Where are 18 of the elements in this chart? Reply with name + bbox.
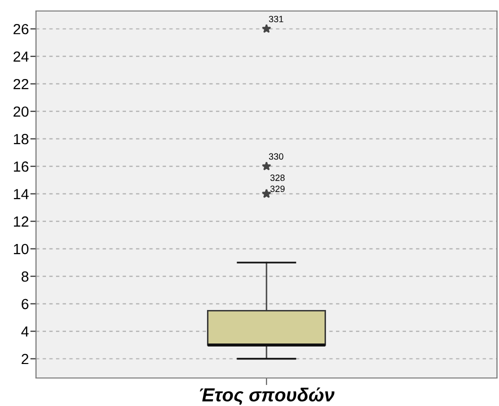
- y-tick-label: 22: [14, 78, 28, 90]
- y-tick-label: 6: [22, 298, 28, 310]
- annotation: 330: [268, 153, 284, 160]
- y-tick-label: 14: [14, 189, 29, 200]
- y-tick-label: 10: [14, 244, 28, 254]
- annotation: 328: [270, 174, 285, 181]
- y-tick-label: 16: [14, 161, 28, 172]
- y-tick-label: 24: [14, 51, 29, 62]
- x-tick-label: Έτος σπουδών: [200, 388, 334, 405]
- y-tick-label: 26: [14, 24, 28, 34]
- y-tick-label: 4: [21, 326, 29, 337]
- y-tick-label: 2: [22, 354, 28, 364]
- annotation: 329: [270, 186, 285, 192]
- y-tick-label: 20: [14, 106, 28, 117]
- y-tick-label: 8: [22, 271, 28, 282]
- y-tick-label: 12: [14, 216, 28, 227]
- y-tick-label: 18: [14, 134, 28, 144]
- annotation: 331: [268, 16, 284, 22]
